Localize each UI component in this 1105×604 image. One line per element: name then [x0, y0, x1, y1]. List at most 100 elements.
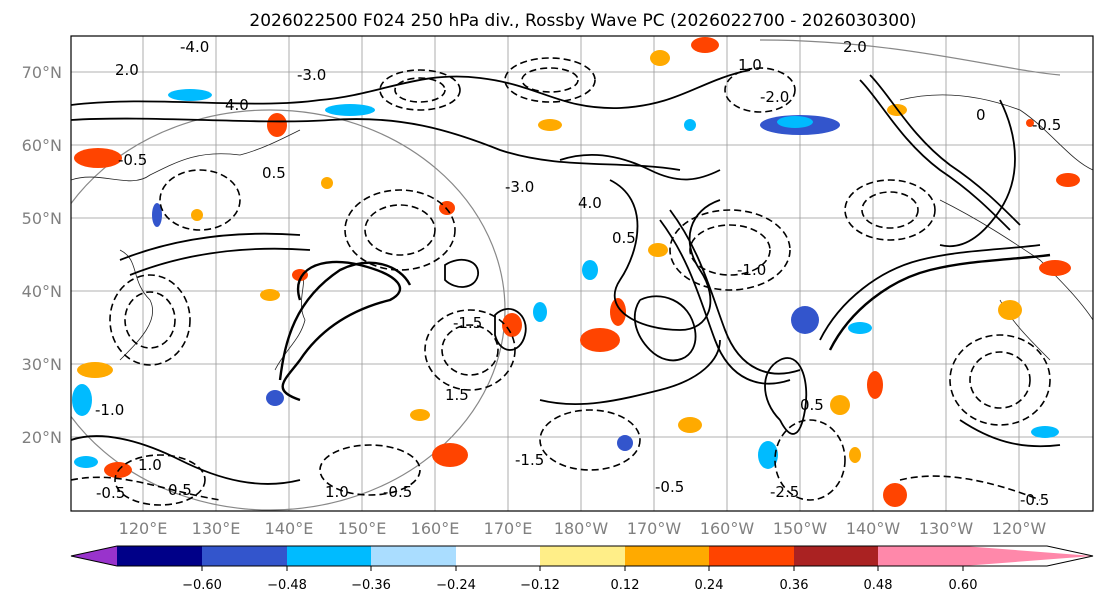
colorbar-tick-label: 0.48 — [864, 578, 893, 593]
colorbar-extend-max — [963, 546, 1093, 566]
colorbar-segment — [625, 546, 709, 566]
lon-label: 160°W — [700, 519, 755, 538]
contour-label: 1.0 — [738, 56, 762, 74]
contour-label: 4.0 — [578, 194, 602, 212]
lon-label: 140°E — [265, 519, 314, 538]
lat-label: 30°N — [22, 355, 62, 374]
contour-label-group: -4.0 2.0 -3.0 4.0 -0.5 2.0 1.0 -2.0 -0.5… — [95, 38, 1061, 509]
colorbar-extend-min — [71, 546, 117, 566]
contour-label: 1.5 — [445, 386, 469, 404]
colorbar-segment — [287, 546, 371, 566]
colorbar-segment — [709, 546, 794, 566]
shade-patch — [691, 37, 719, 53]
shade-patch — [502, 313, 522, 337]
contour-label: 2.0 — [115, 61, 139, 79]
shade-patch — [678, 417, 702, 433]
shade-patch — [1031, 426, 1059, 438]
colorbar-segment — [540, 546, 625, 566]
contour-label: -1.0 — [737, 261, 766, 279]
lon-label: 120°W — [992, 519, 1047, 538]
shade-patch — [849, 447, 861, 463]
shade-patch — [1039, 260, 1071, 276]
latitude-labels: 70°N 60°N 50°N 40°N 30°N 20°N — [22, 63, 62, 447]
lon-label: 130°E — [192, 519, 241, 538]
lon-label: 120°E — [119, 519, 168, 538]
colorbar-outline — [70, 545, 1094, 567]
solid-contours — [71, 69, 1061, 485]
contour-label: 2.0 — [843, 38, 867, 56]
colorbar-tick-label: −0.24 — [436, 578, 476, 593]
colorbar-tick-label: 0.24 — [695, 578, 724, 593]
shade-patch — [848, 322, 872, 334]
shade-patch — [998, 300, 1022, 320]
shade-patch — [650, 50, 670, 66]
lat-label: 50°N — [22, 209, 62, 228]
colorbar-segment — [371, 546, 456, 566]
contour-label: -0.5 — [383, 483, 412, 501]
contour-label: -3.0 — [297, 66, 326, 84]
shade-patch — [830, 395, 850, 415]
contour-label: -0.5 — [1020, 491, 1049, 509]
colorbar-tick-label: −0.60 — [182, 578, 222, 593]
contour-label: 4.0 — [225, 96, 249, 114]
dashed-contours — [71, 57, 1051, 506]
shade-patch — [168, 89, 212, 101]
colorbar-segment — [456, 546, 540, 566]
shade-patch — [410, 409, 430, 421]
contour-label: -2.0 — [760, 88, 789, 106]
contour-label: -1.0 — [95, 401, 124, 419]
shade-patch — [582, 260, 598, 280]
map-background — [71, 36, 1093, 511]
shade-patch — [533, 302, 547, 322]
lon-label: 150°W — [773, 519, 828, 538]
colorbar-segment — [117, 546, 202, 566]
contour-label: -0.5 — [96, 484, 125, 502]
lon-label: 180°W — [554, 519, 609, 538]
lon-label: 170°W — [627, 519, 682, 538]
colorbar-tick-label: 0.60 — [949, 578, 978, 593]
map-panel: -4.0 2.0 -3.0 4.0 -0.5 2.0 1.0 -2.0 -0.5… — [70, 35, 1094, 512]
shade-patch — [610, 298, 626, 326]
figure-title: 2026022500 F024 250 hPa div., Rossby Wav… — [249, 11, 916, 31]
contour-label: -3.0 — [505, 178, 534, 196]
lat-label: 70°N — [22, 63, 62, 82]
shade-patch — [152, 203, 162, 227]
lon-label: 140°W — [846, 519, 901, 538]
contour-label: 0.5 — [262, 164, 286, 182]
shade-patch — [777, 116, 813, 128]
contour-label: 1.0 — [325, 483, 349, 501]
colorbar-segment — [878, 546, 963, 566]
contour-label: 0 — [976, 106, 986, 124]
shade-patch — [867, 371, 883, 399]
lon-label: 170°E — [484, 519, 533, 538]
shade-patch — [1026, 119, 1034, 127]
shade-patch — [617, 435, 633, 451]
colorbar-segment — [794, 546, 878, 566]
shade-patch — [266, 390, 284, 406]
lat-label: 40°N — [22, 282, 62, 301]
shade-patch — [325, 104, 375, 116]
coastlines — [71, 94, 1093, 371]
colorbar-tick-label: 0.12 — [611, 578, 640, 593]
contour-label: -1.5 — [453, 314, 482, 332]
shade-patch — [580, 328, 620, 352]
lon-label: 130°W — [919, 519, 974, 538]
colorbar-tick-label: −0.36 — [351, 578, 391, 593]
colorbar-segment — [202, 546, 287, 566]
lon-label: 150°E — [338, 519, 387, 538]
shade-patch — [260, 289, 280, 301]
shade-patch — [648, 243, 668, 257]
shade-patch — [74, 148, 122, 168]
shade-patch — [883, 483, 907, 507]
colorbar-tick-label: 0.36 — [780, 578, 809, 593]
shade-patch — [321, 177, 333, 189]
shade-patch — [72, 384, 92, 416]
shade-patch — [684, 119, 696, 131]
shaded-divergence — [72, 37, 1080, 507]
lat-label: 60°N — [22, 136, 62, 155]
contour-label: 0.5 — [168, 481, 192, 499]
colorbar-tick-label: −0.48 — [267, 578, 307, 593]
colorbar-tick-label: −0.12 — [520, 578, 560, 593]
shade-patch — [191, 209, 203, 221]
